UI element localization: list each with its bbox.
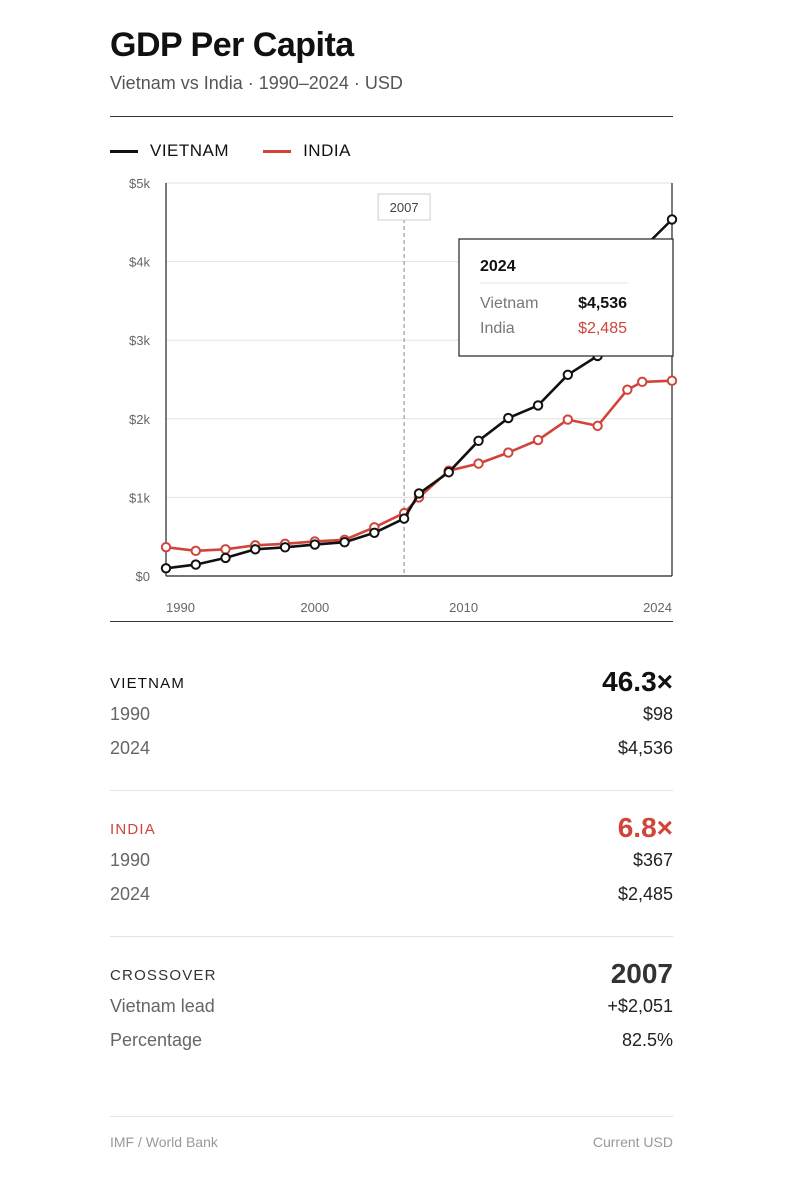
legend-swatch-india bbox=[263, 149, 292, 153]
data-point-india bbox=[622, 384, 633, 395]
y-tick-label: $0 bbox=[136, 569, 150, 584]
data-point-vietnam bbox=[443, 467, 454, 478]
data-point-vietnam bbox=[160, 563, 172, 574]
legend-item-vietnam[interactable]: VIETNAM bbox=[110, 141, 229, 161]
y-tick-label: $2k bbox=[129, 412, 150, 427]
legend-label-india: INDIA bbox=[303, 141, 351, 160]
x-tick-label: 2000 bbox=[300, 600, 329, 615]
data-point-india bbox=[532, 434, 544, 446]
crossover-marker-label: 2007 bbox=[390, 200, 419, 215]
data-point-vietnam bbox=[250, 544, 261, 555]
stat-multiple-vietnam: 46.3× bbox=[602, 666, 673, 697]
stat-row-value: $98 bbox=[642, 704, 673, 724]
data-point-india bbox=[473, 458, 484, 469]
stat-row-key: 2024 bbox=[110, 738, 151, 758]
x-tick-label: 1990 bbox=[166, 600, 195, 615]
stat-row-value: 82.5% bbox=[621, 1030, 673, 1050]
stat-row: Percentage 82.5% bbox=[110, 1024, 673, 1058]
data-point-vietnam bbox=[220, 552, 231, 564]
x-tick-label: 2010 bbox=[449, 600, 478, 615]
y-tick-label: $1k bbox=[129, 490, 150, 505]
stat-row-value: $367 bbox=[632, 850, 673, 870]
stat-row-key: 1990 bbox=[110, 704, 151, 724]
stat-divider bbox=[110, 936, 673, 937]
data-point-vietnam bbox=[369, 527, 380, 538]
data-point-vietnam bbox=[398, 513, 410, 524]
stat-block-crossover: CROSSOVER 2007 Vietnam lead +$2,051 Perc… bbox=[110, 950, 673, 1058]
stat-label-india: INDIA bbox=[110, 821, 157, 838]
stat-row: 1990 $367 bbox=[110, 844, 673, 878]
tooltip-row-label: India bbox=[480, 320, 515, 337]
data-point-india bbox=[220, 544, 231, 555]
data-point-india bbox=[503, 447, 514, 458]
source-note: IMF / World Bank bbox=[110, 1134, 218, 1150]
y-tick-label: $4k bbox=[129, 255, 150, 270]
stat-multiple-india: 6.8× bbox=[617, 812, 673, 843]
stat-row: 2024 $4,536 bbox=[110, 732, 673, 766]
stat-row-value: $4,536 bbox=[617, 738, 673, 758]
data-point-india bbox=[592, 420, 603, 432]
data-point-india bbox=[160, 541, 172, 553]
stat-label-vietnam: VIETNAM bbox=[110, 675, 186, 692]
tooltip-row-value: $2,485 bbox=[578, 320, 627, 337]
data-point-vietnam bbox=[562, 369, 574, 380]
data-point-vietnam bbox=[279, 542, 291, 553]
data-point-india bbox=[637, 376, 648, 388]
data-point-vietnam bbox=[413, 488, 425, 499]
tooltip-row-value: $4,536 bbox=[578, 295, 627, 312]
legend-swatch-vietnam bbox=[110, 149, 138, 153]
legend-item-india[interactable]: INDIA bbox=[263, 141, 351, 161]
tooltip-row-label: Vietnam bbox=[480, 295, 538, 312]
units-note: Current USD bbox=[592, 1134, 673, 1150]
chart-legend: VIETNAM INDIA bbox=[110, 140, 385, 162]
crossover-marker-box bbox=[377, 193, 431, 221]
data-point-vietnam bbox=[473, 435, 484, 447]
data-point-vietnam bbox=[309, 539, 321, 550]
stat-row-value: +$2,051 bbox=[607, 996, 673, 1016]
stat-divider bbox=[110, 790, 673, 791]
page-title: GDP Per Capita bbox=[110, 26, 354, 64]
legend-label-vietnam: VIETNAM bbox=[150, 141, 230, 160]
tooltip-box bbox=[458, 238, 674, 357]
stat-value-crossover: 2007 bbox=[610, 958, 673, 989]
series-line-india bbox=[164, 379, 674, 553]
footer-divider bbox=[110, 1116, 673, 1117]
line-chart[interactable]: $0 $1k $2k $3k $4k $5k 1990 2000 2010 2024 2007 202… bbox=[0, 172, 794, 622]
data-point-vietnam bbox=[532, 400, 544, 411]
header-divider bbox=[110, 116, 673, 117]
x-tick-label: 2024 bbox=[643, 600, 672, 615]
data-point-vietnam bbox=[190, 559, 201, 570]
stat-block-india: INDIA 6.8× 1990 $367 2024 $2,485 bbox=[110, 804, 673, 912]
page-subtitle: Vietnam vs India · 1990–2024 · USD bbox=[110, 73, 403, 93]
stat-row-key: Percentage bbox=[110, 1030, 203, 1050]
stat-row-key: Vietnam lead bbox=[110, 996, 215, 1016]
stat-block-vietnam: VIETNAM 46.3× 1990 $98 2024 $4,536 bbox=[110, 658, 673, 766]
chart-divider bbox=[110, 621, 673, 622]
stat-row: 2024 $2,485 bbox=[110, 878, 673, 912]
stat-row-value: $2,485 bbox=[617, 884, 673, 904]
data-point-india bbox=[190, 545, 201, 557]
y-tick-label: $3k bbox=[129, 333, 150, 348]
data-point-india bbox=[666, 375, 678, 386]
stat-row-key: 1990 bbox=[110, 850, 151, 870]
tooltip-title: 2024 bbox=[480, 258, 516, 275]
data-point-vietnam bbox=[666, 214, 678, 225]
stat-row: Vietnam lead +$2,051 bbox=[110, 990, 673, 1024]
data-point-india bbox=[562, 414, 574, 425]
data-point-vietnam bbox=[339, 537, 350, 548]
y-tick-label: $5k bbox=[129, 176, 150, 191]
stat-row-key: 2024 bbox=[110, 884, 151, 904]
stat-label-crossover: CROSSOVER bbox=[110, 967, 217, 984]
stat-row: 1990 $98 bbox=[110, 698, 673, 732]
data-point-vietnam bbox=[503, 412, 514, 424]
